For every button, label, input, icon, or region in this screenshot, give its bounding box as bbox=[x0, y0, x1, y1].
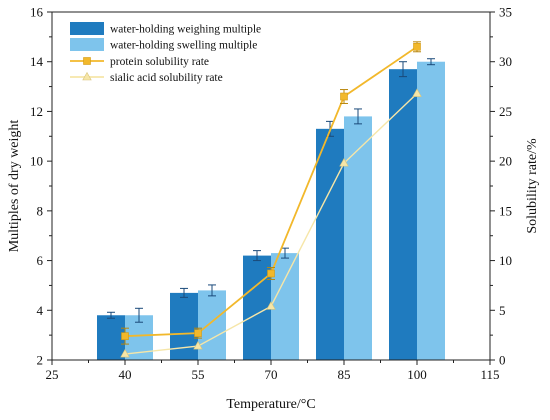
line-point-100-series-1 bbox=[413, 42, 421, 51]
line-point-40-series-2 bbox=[120, 348, 130, 358]
legend-swatch-bar-1 bbox=[70, 22, 104, 35]
y-right-tick-label: 15 bbox=[499, 203, 512, 218]
line-point-55-series-1 bbox=[194, 329, 202, 337]
bar-100-series-2 bbox=[417, 61, 445, 360]
bar-70-series-1 bbox=[243, 255, 271, 360]
bar-40-series-1 bbox=[97, 315, 125, 360]
legend-marker-2 bbox=[82, 71, 92, 81]
x-tick-label: 85 bbox=[338, 367, 351, 382]
legend-label-bar-1: water-holding weighing multiple bbox=[110, 24, 261, 36]
y-right-tick-label: 5 bbox=[499, 303, 506, 318]
x-tick-label: 25 bbox=[46, 367, 59, 382]
line-point-85-series-2 bbox=[339, 158, 349, 167]
line-group bbox=[120, 41, 422, 358]
bar-85-series-2 bbox=[344, 116, 372, 361]
y-left-tick-label: 10 bbox=[30, 154, 43, 169]
y-left-tick-label: 12 bbox=[30, 104, 43, 119]
line-point-40-series-1 bbox=[121, 332, 129, 340]
line-point-70-series-1 bbox=[267, 269, 275, 278]
line-point-70-series-2 bbox=[266, 301, 276, 310]
x-tick-label: 40 bbox=[119, 367, 132, 382]
bar-70-series-2 bbox=[271, 253, 299, 360]
y-right-tick-label: 25 bbox=[499, 104, 512, 119]
y-right-tick-label: 20 bbox=[499, 154, 512, 169]
x-tick-label: 115 bbox=[480, 367, 499, 382]
x-axis-title: Temperature/°C bbox=[226, 397, 315, 412]
y-right-tick-label: 30 bbox=[499, 54, 512, 69]
bar-55-series-1 bbox=[170, 292, 198, 360]
x-tick-label: 100 bbox=[407, 367, 427, 382]
bar-100-series-1 bbox=[389, 69, 417, 361]
line-point-100-series-2 bbox=[412, 88, 422, 97]
y-left-tick-label: 16 bbox=[30, 5, 44, 20]
tick-group: 25 40 55 70 85 100 115 2 4 6 8 10 12 14 16 0 5 10 15 20 25 30… bbox=[30, 5, 512, 383]
legend-label-line-1: protein solubility rate bbox=[110, 56, 209, 68]
bar-group bbox=[97, 58, 445, 361]
y-left-tick-label: 6 bbox=[37, 253, 44, 268]
y-left-tick-label: 4 bbox=[37, 303, 44, 318]
legend-swatch-bar-2 bbox=[70, 38, 104, 51]
bar-85-series-1 bbox=[316, 128, 344, 360]
y-left-tick-label: 8 bbox=[37, 203, 44, 218]
bar-55-series-2 bbox=[198, 290, 226, 360]
y-right-tick-label: 35 bbox=[499, 5, 512, 20]
y-right-tick-label: 10 bbox=[499, 253, 512, 268]
line-point-55-series-2 bbox=[193, 340, 203, 350]
x-tick-label: 70 bbox=[265, 367, 278, 382]
y-axis-left-title: Multiples of dry weight bbox=[7, 120, 22, 253]
y-right-tick-label: 0 bbox=[499, 353, 506, 368]
legend-label-bar-2: water-holding swelling multiple bbox=[110, 40, 257, 52]
y-left-tick-label: 14 bbox=[30, 54, 44, 69]
legend: water-holding weighing multiple water-hol… bbox=[70, 22, 261, 84]
legend-marker-1 bbox=[83, 57, 91, 65]
y-left-tick-label: 2 bbox=[37, 353, 44, 368]
x-tick-label: 55 bbox=[192, 367, 205, 382]
y-axis-right-title: Solubility rate/% bbox=[525, 138, 540, 234]
line-point-85-series-1 bbox=[340, 92, 348, 101]
legend-label-line-2: sialic acid solubility rate bbox=[110, 72, 223, 84]
